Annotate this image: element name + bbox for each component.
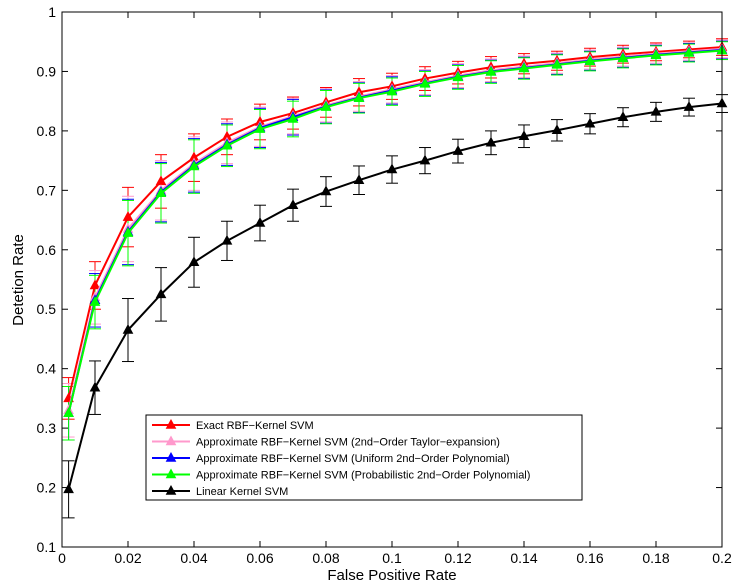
data-point <box>221 139 233 150</box>
legend-label: Approximate RBF−Kernel SVM (Uniform 2nd−… <box>196 453 510 465</box>
data-point <box>287 112 299 123</box>
data-point <box>650 105 662 116</box>
x-tick-label: 0.16 <box>576 550 603 566</box>
data-point <box>63 407 74 417</box>
legend-item: Approximate RBF−Kernel SVM (Probabilisti… <box>152 468 530 482</box>
data-point <box>122 211 134 221</box>
x-axis-label: False Positive Rate <box>327 567 456 583</box>
x-tick-label: 0.02 <box>114 550 141 566</box>
legend-item: Linear Kernel SVM <box>152 484 288 498</box>
data-point <box>287 199 299 209</box>
x-tick-labels: 0 0.02 0.04 0.06 0.08 0.1 0.12 0.14 0.16 0.18 0.2 <box>58 550 732 566</box>
legend-marker <box>165 451 177 462</box>
data-point <box>551 58 563 69</box>
legend: Exact RBF−Kernel SVM Approximate RBF−Kern… <box>145 414 583 501</box>
data-point <box>650 49 662 60</box>
data-point <box>584 117 596 128</box>
data-point <box>551 124 563 135</box>
legend-marker <box>165 418 177 429</box>
series-layer <box>63 41 728 494</box>
y-axis-label: Detetion Rate <box>10 234 27 326</box>
data-point <box>386 85 398 96</box>
y-tick-label: 0.5 <box>37 301 57 317</box>
y-tick-label: 0.1 <box>37 539 57 555</box>
legend-marker <box>165 484 177 495</box>
data-point <box>89 296 101 306</box>
legend-label: Approximate RBF−Kernel SVM (2nd−Order Ta… <box>196 437 500 449</box>
data-point <box>353 92 365 102</box>
data-point <box>122 227 134 237</box>
data-point <box>617 111 629 121</box>
data-point <box>254 216 266 227</box>
legend-item: Approximate RBF−Kernel SVM (2nd−Order Ta… <box>152 435 500 449</box>
legend-marker <box>165 468 177 479</box>
y-tick-label: 0.4 <box>37 361 57 377</box>
data-point <box>122 323 134 334</box>
data-point <box>419 154 431 165</box>
y-tick-labels: 0.1 0.2 0.3 0.4 0.5 0.6 0.7 0.8 0.9 1 <box>37 4 57 555</box>
data-point <box>320 101 332 111</box>
data-point <box>452 71 464 82</box>
legend-label: Exact RBF−Kernel SVM <box>196 420 314 432</box>
series-4 <box>63 44 728 417</box>
y-tick-label: 0.3 <box>37 420 57 436</box>
data-point <box>155 288 167 299</box>
data-point <box>485 136 497 147</box>
x-tick-label: 0.18 <box>642 550 669 566</box>
x-tick-label: 0.12 <box>444 550 471 566</box>
data-point <box>155 187 167 198</box>
x-tick-label: 0.2 <box>712 550 732 566</box>
data-point <box>89 381 101 392</box>
legend-label: Linear Kernel SVM <box>196 486 288 498</box>
data-point <box>63 483 74 494</box>
data-point <box>683 101 695 111</box>
y-tick-label: 0.6 <box>37 242 57 258</box>
axis-ticks <box>61 11 723 548</box>
data-point <box>188 256 200 267</box>
legend-item: Exact RBF−Kernel SVM <box>152 418 314 432</box>
x-tick-label: 0.14 <box>510 550 537 566</box>
series-5 <box>63 97 728 494</box>
x-tick-label: 0.1 <box>382 550 402 566</box>
legend-label: Approximate RBF−Kernel SVM (Probabilisti… <box>196 470 530 482</box>
data-point <box>485 65 497 76</box>
y-tick-label: 1 <box>48 4 56 20</box>
y-tick-label: 0.9 <box>37 63 57 79</box>
data-point <box>386 163 398 174</box>
data-point <box>452 145 464 155</box>
data-point <box>188 160 200 171</box>
data-point <box>518 130 530 140</box>
y-tick-label: 0.7 <box>37 182 57 198</box>
data-point <box>254 123 266 133</box>
data-point <box>518 62 530 73</box>
data-point <box>584 55 596 66</box>
data-point <box>617 52 629 63</box>
y-tick-label: 0.2 <box>37 480 57 496</box>
data-point <box>89 279 101 290</box>
y-tick-label: 0.8 <box>37 123 57 139</box>
x-tick-label: 0.06 <box>246 550 273 566</box>
data-point <box>419 77 431 88</box>
x-tick-label: 0 <box>58 550 66 566</box>
legend-item: Approximate RBF−Kernel SVM (Uniform 2nd−… <box>152 451 510 465</box>
x-tick-label: 0.04 <box>180 550 207 566</box>
legend-marker <box>165 435 177 446</box>
x-tick-label: 0.08 <box>312 550 339 566</box>
data-point <box>683 46 695 57</box>
data-point <box>353 174 365 184</box>
legend-items: Exact RBF−Kernel SVM Approximate RBF−Kern… <box>152 418 530 498</box>
legend-box <box>145 414 583 501</box>
data-point <box>221 234 233 245</box>
data-point <box>320 185 332 196</box>
